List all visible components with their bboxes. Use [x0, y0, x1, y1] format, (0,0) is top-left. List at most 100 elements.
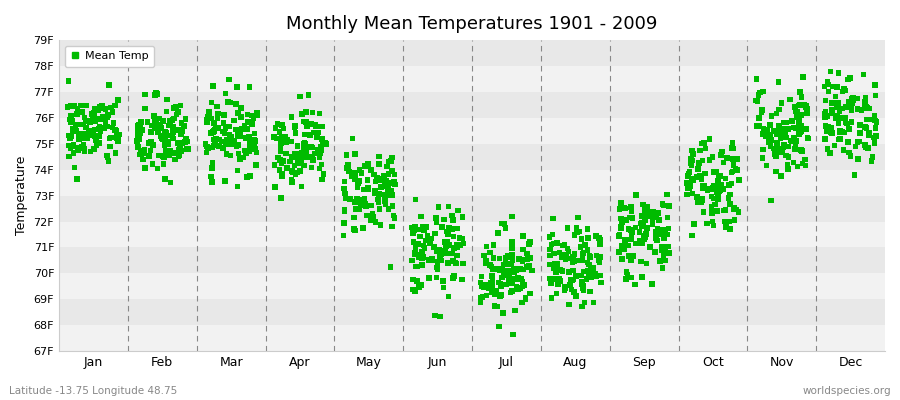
Point: [249, 162, 264, 168]
Point: [296, 118, 310, 125]
Point: [615, 223, 629, 230]
Point: [303, 144, 318, 150]
Point: [583, 288, 598, 295]
Point: [348, 175, 363, 182]
Point: [841, 76, 855, 83]
Point: [381, 187, 395, 193]
Point: [510, 286, 525, 293]
Point: [769, 153, 783, 160]
Point: [716, 160, 731, 166]
Point: [797, 156, 812, 162]
Point: [234, 105, 248, 111]
Point: [86, 132, 100, 138]
Point: [830, 84, 844, 90]
Point: [411, 284, 426, 290]
Point: [477, 252, 491, 258]
Point: [351, 180, 365, 186]
Point: [215, 138, 230, 144]
Point: [199, 150, 213, 156]
Point: [850, 106, 865, 112]
Point: [131, 136, 146, 142]
Point: [842, 149, 857, 156]
Point: [563, 256, 578, 262]
Point: [366, 213, 381, 220]
Point: [130, 138, 144, 144]
Point: [314, 147, 328, 153]
Point: [61, 132, 76, 139]
Point: [581, 235, 596, 241]
Point: [153, 121, 167, 128]
Point: [515, 283, 529, 290]
Point: [545, 276, 560, 282]
Point: [484, 289, 499, 295]
Point: [385, 203, 400, 209]
Point: [89, 136, 104, 143]
Point: [633, 238, 647, 244]
Point: [645, 221, 660, 227]
Point: [713, 173, 727, 180]
Point: [657, 236, 671, 242]
Point: [248, 141, 262, 147]
Point: [573, 244, 588, 250]
Point: [859, 95, 873, 102]
Point: [723, 191, 737, 198]
Point: [338, 206, 352, 213]
Point: [178, 138, 193, 145]
Point: [312, 165, 327, 172]
Point: [414, 282, 428, 288]
Point: [615, 256, 629, 262]
Point: [216, 128, 230, 135]
Point: [655, 201, 670, 207]
Point: [436, 284, 451, 290]
Point: [446, 272, 461, 279]
Bar: [59, 170, 885, 196]
Point: [428, 230, 442, 237]
Point: [868, 112, 882, 119]
Legend: Mean Temp: Mean Temp: [65, 46, 154, 67]
Point: [230, 132, 245, 138]
Point: [216, 120, 230, 126]
Point: [763, 143, 778, 150]
Point: [133, 130, 148, 137]
Point: [338, 195, 353, 202]
Point: [474, 283, 489, 289]
Point: [515, 279, 529, 285]
Point: [274, 140, 288, 146]
Point: [625, 230, 639, 236]
Point: [503, 290, 517, 296]
Point: [305, 155, 320, 162]
Point: [92, 140, 106, 146]
Point: [556, 252, 571, 258]
Point: [662, 225, 676, 232]
Point: [485, 272, 500, 279]
Point: [222, 123, 237, 130]
Point: [179, 136, 194, 142]
Point: [174, 148, 188, 154]
Point: [71, 133, 86, 139]
Point: [447, 245, 462, 251]
Point: [569, 273, 583, 279]
Point: [446, 275, 460, 281]
Point: [299, 109, 313, 116]
Point: [300, 148, 314, 154]
Point: [574, 303, 589, 310]
Point: [107, 134, 122, 141]
Point: [494, 282, 508, 289]
Point: [474, 273, 489, 280]
Point: [795, 94, 809, 100]
Point: [781, 166, 796, 172]
Point: [343, 196, 357, 202]
Point: [824, 100, 839, 106]
Point: [447, 273, 462, 279]
Point: [248, 130, 262, 137]
Point: [385, 168, 400, 174]
Point: [724, 180, 739, 187]
Point: [618, 276, 633, 282]
Point: [444, 226, 458, 232]
Point: [204, 173, 219, 180]
Point: [566, 276, 580, 283]
Point: [267, 184, 282, 190]
Point: [519, 264, 534, 270]
Point: [449, 260, 464, 266]
Point: [852, 122, 867, 128]
